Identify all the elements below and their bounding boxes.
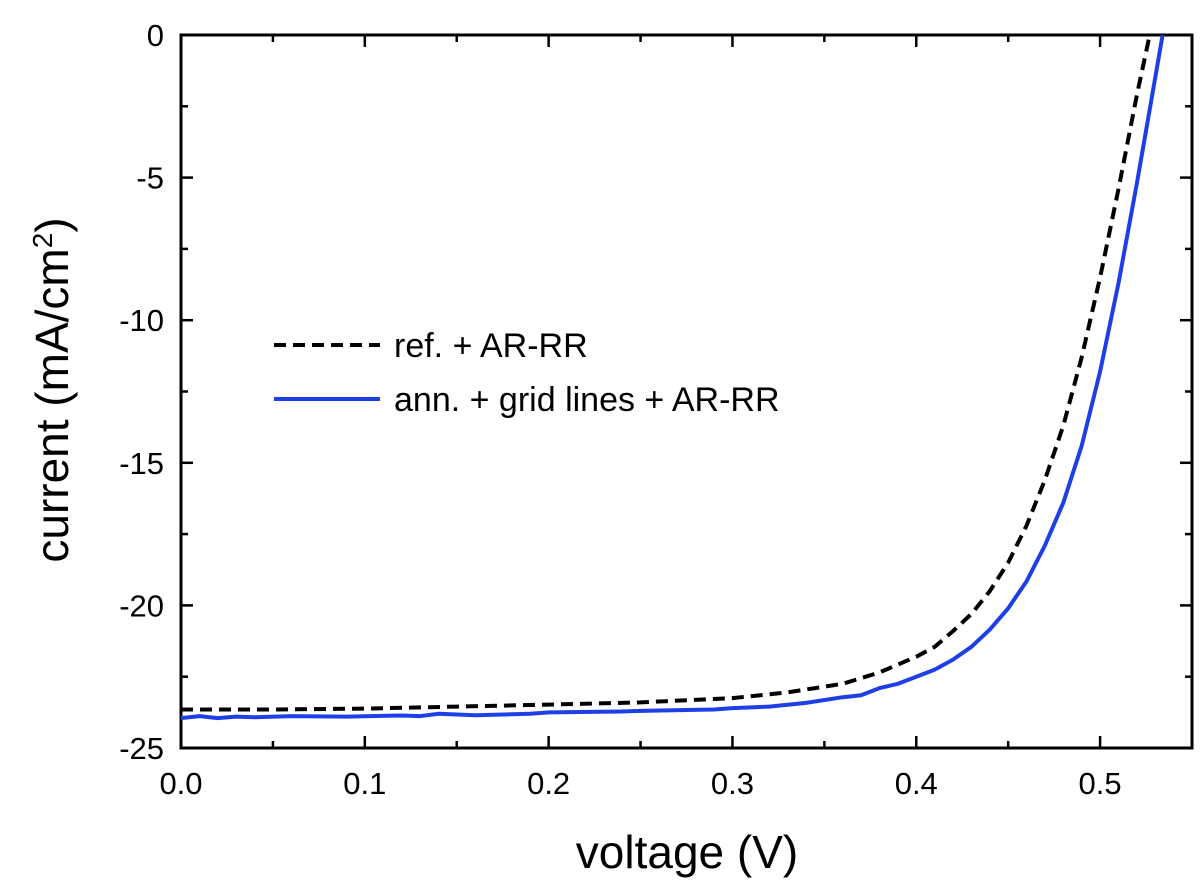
y-axis-label-superscript: 2 [27,233,58,249]
legend-label-ref: ref. + AR-RR [394,327,588,365]
y-tick-label: -15 [119,446,164,481]
legend: ref. + AR-RR ann. + grid lines + AR-RR [274,327,780,419]
y-tick-label: -10 [119,303,164,338]
x-tick-label: 0.4 [895,766,938,801]
y-tick-label: -5 [136,161,164,196]
legend-label-ann: ann. + grid lines + AR-RR [394,381,780,419]
y-axis-ticks: 0 -5 -10 -15 -20 -25 [119,18,1192,766]
x-tick-label: 0.2 [527,766,570,801]
series-lines [180,34,1165,721]
y-tick-label: 0 [147,18,164,53]
y-tick-label: -25 [119,731,164,766]
y-axis-label-close: ) [26,217,78,232]
y-axis-label: current (mA/cm2) [26,217,78,562]
x-tick-label: 0.5 [1079,766,1122,801]
x-axis-label: voltage (V) [576,826,798,878]
x-tick-label: 0.3 [711,766,754,801]
y-axis-label-main: current (mA/cm [26,248,78,562]
x-axis-ticks: 0.0 0.1 0.2 0.3 0.4 0.5 [159,35,1194,801]
y-tick-label: -20 [119,588,164,623]
x-tick-label: 0.0 [159,766,202,801]
x-tick-label: 0.1 [343,766,386,801]
series-line-ref [181,34,1152,712]
series-line-ann [180,34,1165,721]
